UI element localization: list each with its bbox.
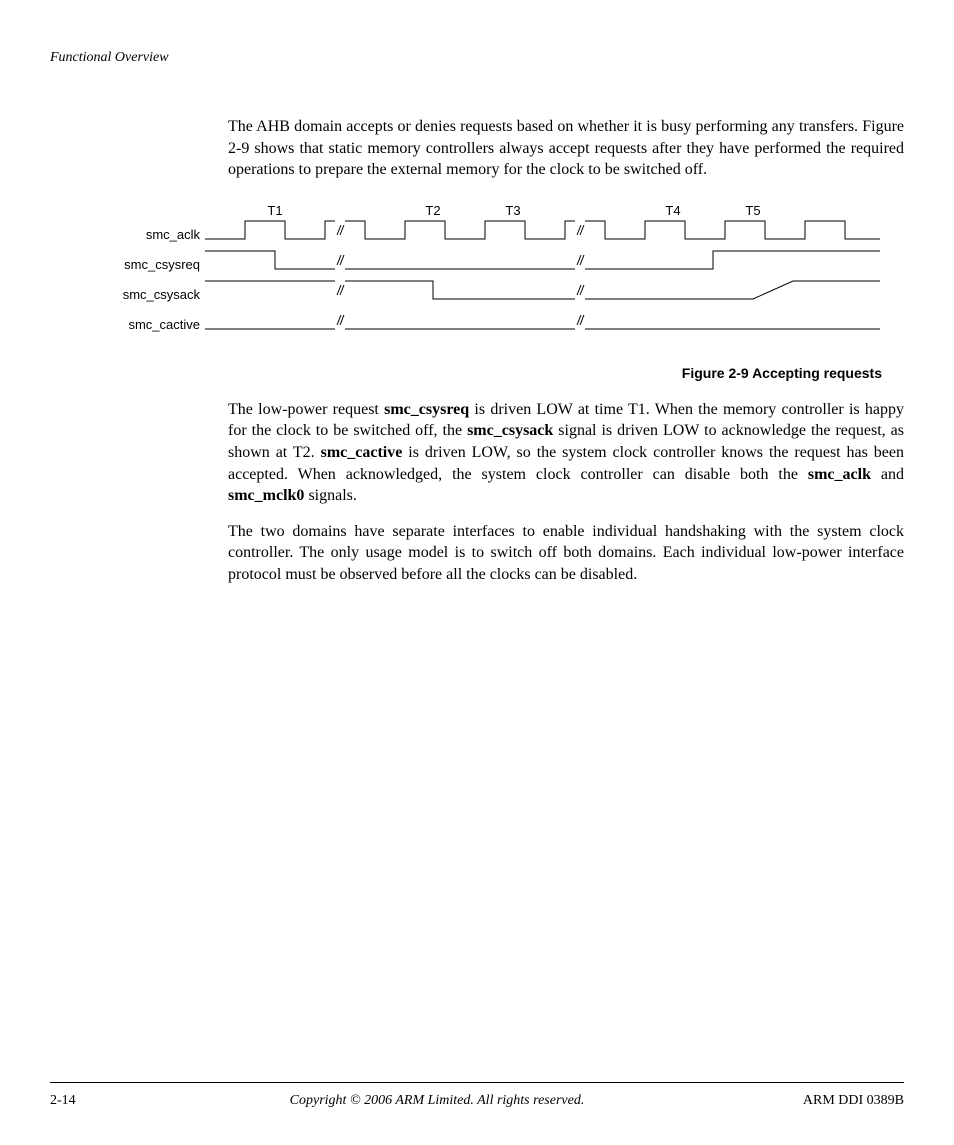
footer-docid: ARM DDI 0389B: [744, 1093, 904, 1109]
figure-caption: Figure 2-9 Accepting requests: [50, 365, 882, 381]
text-run: The low-power request: [228, 401, 384, 418]
bold-signal-csysreq: smc_csysreq: [384, 401, 469, 418]
svg-text:T2: T2: [425, 203, 440, 218]
svg-text:T1: T1: [267, 203, 282, 218]
bold-signal-mclk0: smc_mclk0: [228, 487, 304, 504]
body-text-block-1: The AHB domain accepts or denies request…: [228, 116, 904, 181]
text-run: signals.: [304, 487, 356, 504]
body-text-block-2: The low-power request smc_csysreq is dri…: [228, 399, 904, 586]
svg-text:smc_cactive: smc_cactive: [128, 317, 200, 332]
page: Functional Overview The AHB domain accep…: [0, 0, 954, 1145]
svg-text:smc_aclk: smc_aclk: [146, 227, 201, 242]
section-header: Functional Overview: [50, 50, 904, 66]
paragraph-2: The low-power request smc_csysreq is dri…: [228, 399, 904, 507]
footer-rule: [50, 1082, 904, 1083]
bold-signal-cactive: smc_cactive: [321, 444, 403, 461]
paragraph-1: The AHB domain accepts or denies request…: [228, 116, 904, 181]
footer-page-number: 2-14: [50, 1093, 130, 1109]
svg-text:T5: T5: [745, 203, 760, 218]
figure-2-9: T1 T2 T3 T4 T5 smc_aclk smc_csysreq smc_csysack…: [50, 199, 904, 349]
svg-text:smc_csysreq: smc_csysreq: [124, 257, 200, 272]
footer-row: 2-14 Copyright © 2006 ARM Limited. All r…: [50, 1093, 904, 1109]
svg-text:T4: T4: [665, 203, 680, 218]
svg-text:T3: T3: [505, 203, 520, 218]
paragraph-3: The two domains have separate interfaces…: [228, 521, 904, 586]
footer-copyright: Copyright © 2006 ARM Limited. All rights…: [130, 1093, 744, 1109]
bold-signal-aclk: smc_aclk: [808, 466, 871, 483]
timing-diagram: T1 T2 T3 T4 T5 smc_aclk smc_csysreq smc_csysack…: [50, 199, 890, 349]
bold-signal-csysack: smc_csysack: [467, 422, 553, 439]
text-run: and: [871, 466, 904, 483]
svg-text:smc_csysack: smc_csysack: [123, 287, 201, 302]
page-footer: 2-14 Copyright © 2006 ARM Limited. All r…: [50, 1082, 904, 1109]
